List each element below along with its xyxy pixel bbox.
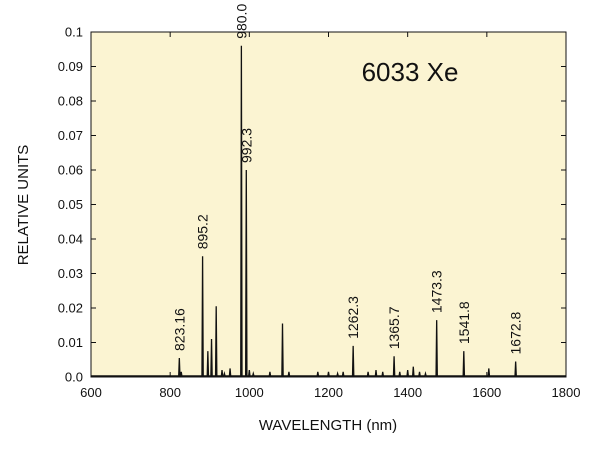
y-tick-label: 0.02 <box>58 301 83 316</box>
y-tick-label: 0.04 <box>58 232 83 247</box>
spectrum-layer <box>91 45 566 377</box>
spectrum-line <box>91 45 566 377</box>
x-axis-title: WAVELENGTH (nm) <box>259 417 397 434</box>
y-tick-label: 0.0 <box>65 370 83 385</box>
x-tick-label: 600 <box>80 385 102 400</box>
y-tick-label: 0.01 <box>58 335 83 350</box>
y-tick-label: 0.09 <box>58 59 83 74</box>
y-axis-title: RELATIVE UNITS <box>15 145 32 266</box>
peak-label: 1672.8 <box>508 311 524 354</box>
peak-label: 895.2 <box>195 214 211 249</box>
x-tick-label: 1000 <box>235 385 264 400</box>
y-axis: 0.0 0.01 0.02 0.03 0.04 0.05 0.06 0.07 0.08 0.09 0… <box>58 25 566 385</box>
x-tick-label: 800 <box>159 385 181 400</box>
peak-label: 823.16 <box>171 308 187 351</box>
peak-labels: 823.16 895.2 980.0 992.3 1262.3 1365.7 1473.3 1… <box>171 4 523 355</box>
plot-background <box>91 32 566 377</box>
x-axis: 600 800 1000 1200 1400 1600 1800 <box>80 32 580 400</box>
peak-label: 1541.8 <box>456 301 472 344</box>
peak-label: 992.3 <box>238 128 254 163</box>
y-tick-label: 0.03 <box>58 266 83 281</box>
peak-label: 1473.3 <box>429 270 445 313</box>
y-tick-label: 0.07 <box>58 128 83 143</box>
x-tick-label: 1600 <box>472 385 501 400</box>
peak-label: 980.0 <box>233 4 249 39</box>
peak-label: 1262.3 <box>345 296 361 339</box>
x-tick-label: 1200 <box>314 385 343 400</box>
y-tick-label: 0.05 <box>58 197 83 212</box>
x-tick-label: 1400 <box>393 385 422 400</box>
y-tick-label: 0.08 <box>58 94 83 109</box>
peak-label: 1365.7 <box>386 306 402 349</box>
chart-title: 6033 Xe <box>362 57 459 87</box>
y-tick-label: 0.06 <box>58 163 83 178</box>
x-tick-label: 1800 <box>552 385 581 400</box>
y-tick-label: 0.1 <box>65 25 83 40</box>
